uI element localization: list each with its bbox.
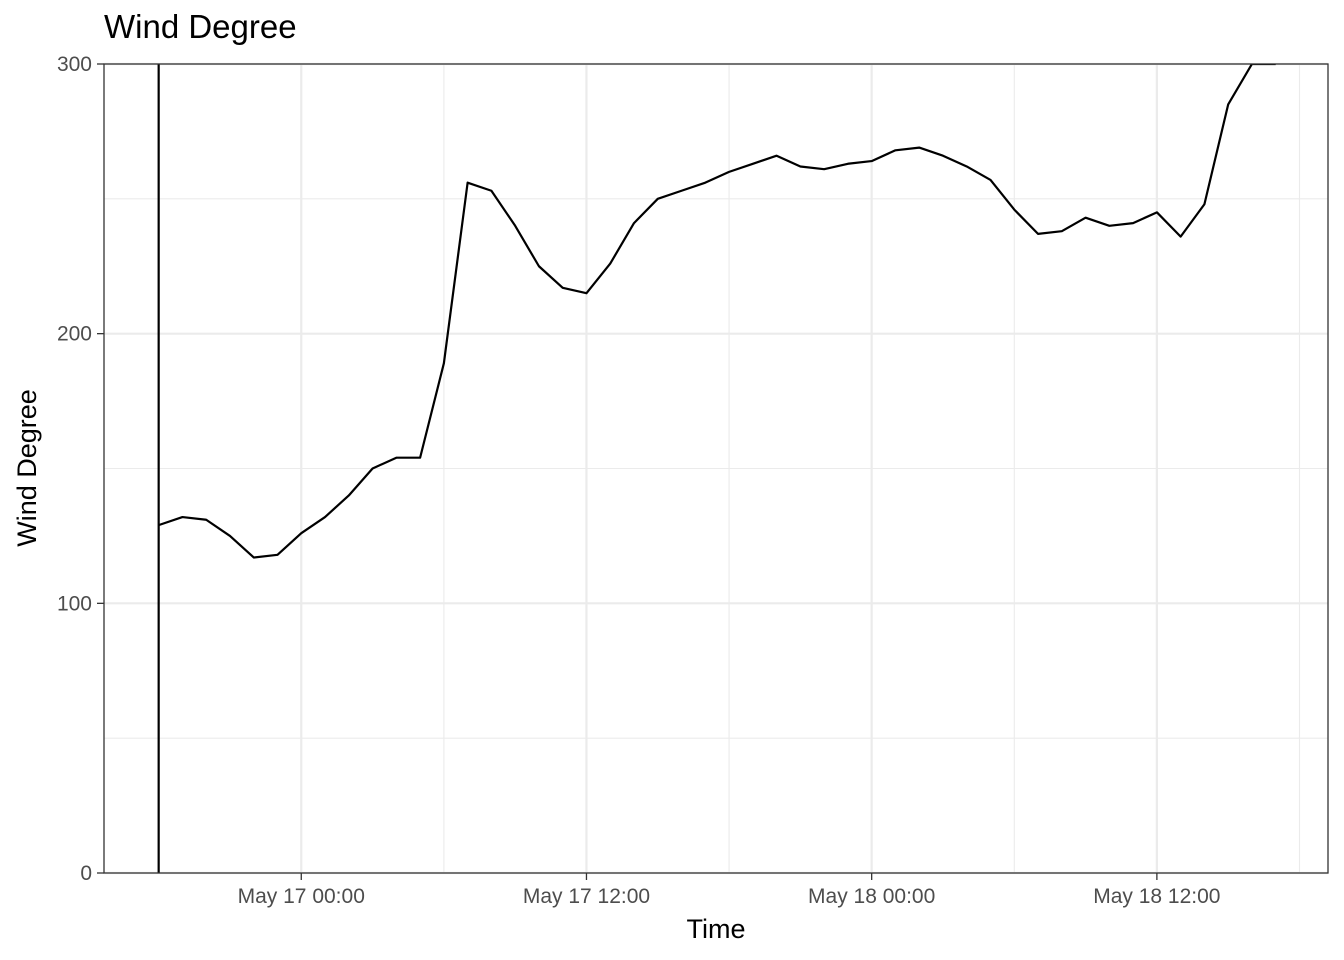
plot-border: [103, 63, 1329, 874]
x-tick-label: May 17 12:00: [523, 885, 650, 908]
y-tick-label: 200: [57, 323, 92, 346]
x-tick-label: May 17 00:00: [238, 885, 365, 908]
series-layer: [158, 64, 1276, 559]
x-axis: May 17 00:00 May 17 12:00 May 18 00:00 May …: [238, 873, 1221, 908]
x-tick-label: May 18 00:00: [808, 885, 935, 908]
y-axis: 0 100 200 300: [57, 53, 104, 885]
y-tick-label: 100: [57, 592, 92, 615]
y-tick-label: 300: [57, 53, 92, 76]
x-axis-title: Time: [687, 914, 746, 944]
y-axis-title: Wind Degree: [12, 389, 42, 547]
chart-title: Wind Degree: [104, 8, 297, 45]
x-tick-label: May 18 12:00: [1093, 885, 1220, 908]
y-tick-label: 0: [80, 862, 92, 885]
series-line-0: [158, 64, 1276, 559]
